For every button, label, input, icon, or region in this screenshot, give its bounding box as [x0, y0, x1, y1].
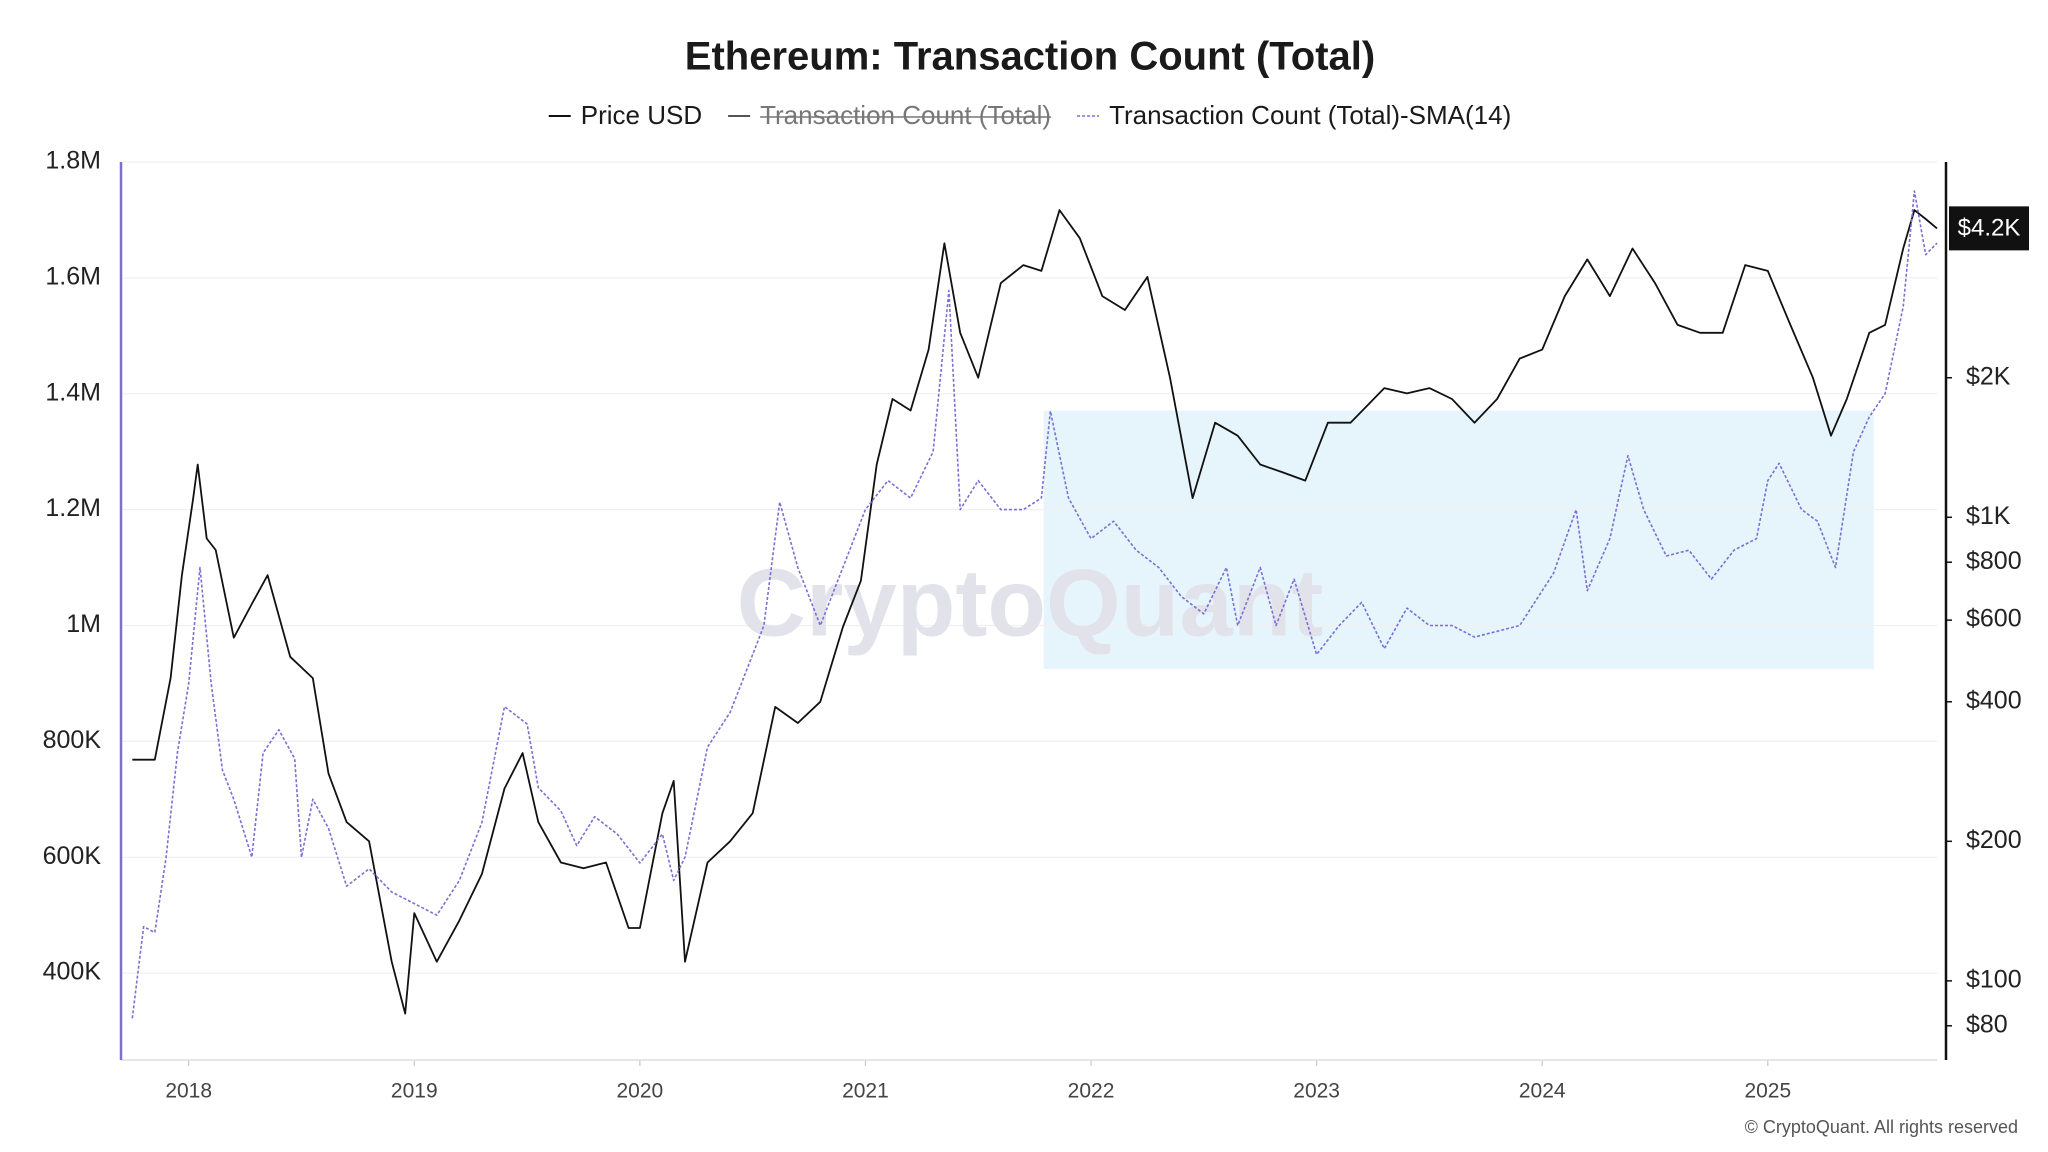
watermark: CryptoQuant — [737, 549, 1324, 656]
y-tick-label: 1.4M — [45, 378, 101, 406]
chart-title: Ethereum: Transaction Count (Total) — [685, 35, 1375, 79]
y2-tick-label: $600 — [1966, 605, 2022, 633]
y2-tick-label: $400 — [1966, 686, 2022, 714]
y-tick-label: 800K — [43, 726, 102, 754]
current-value-label: $4.2K — [1958, 215, 2021, 242]
x-tick-label: 2019 — [391, 1080, 438, 1103]
y2-tick-label: $800 — [1966, 547, 2022, 575]
x-tick-label: 2025 — [1744, 1080, 1791, 1103]
y-tick-label: 600K — [43, 842, 102, 870]
credit: © CryptoQuant. All rights reserved — [1745, 1117, 2018, 1137]
x-tick-label: 2021 — [842, 1080, 889, 1103]
y2-tick-label: $2K — [1966, 362, 2011, 390]
legend: Price USD Transaction Count (Total) Transa… — [548, 100, 1511, 130]
y-tick-label: 1.8M — [45, 147, 101, 175]
y2-tick-label: $80 — [1966, 1010, 2008, 1038]
y-tick-label: 400K — [43, 958, 102, 986]
x-tick-label: 2018 — [165, 1080, 212, 1103]
y-tick-label: 1M — [66, 610, 101, 638]
series-line — [132, 209, 1938, 1015]
y2-tick-label: $1K — [1966, 502, 2011, 530]
current-value-tag — [1949, 206, 2029, 251]
series-line — [131, 190, 1938, 1019]
legend-label[interactable]: Price USD — [581, 100, 702, 130]
legend-label[interactable]: Transaction Count (Total) — [760, 100, 1051, 130]
x-tick-label: 2022 — [1068, 1080, 1115, 1103]
x-tick-label: 2023 — [1293, 1080, 1340, 1103]
y-tick-label: 1.2M — [45, 494, 101, 522]
x-tick-label: 2020 — [616, 1080, 663, 1103]
legend-label[interactable]: Transaction Count (Total)-SMA(14) — [1109, 100, 1511, 130]
y2-tick-label: $200 — [1966, 826, 2022, 854]
y2-tick-label: $100 — [1966, 965, 2022, 993]
y-tick-label: 1.6M — [45, 262, 101, 290]
x-tick-label: 2024 — [1519, 1080, 1566, 1103]
